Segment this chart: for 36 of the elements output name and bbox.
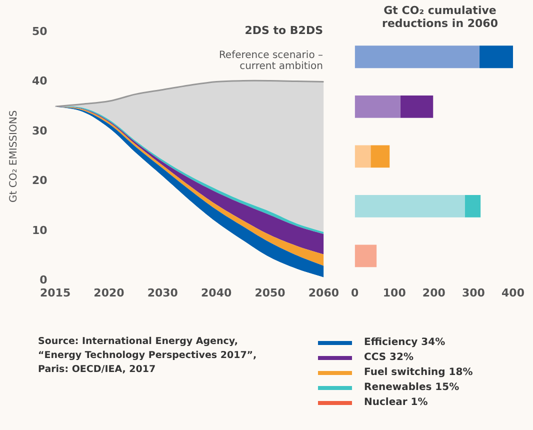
x-tick-label: 2015 [40,286,71,300]
x-tick-label: 0 [351,286,359,300]
y-tick-label: 30 [32,124,48,138]
y-tick-label: 40 [32,74,48,88]
x-tick-label: 2030 [147,286,178,300]
x-tick-label: 300 [462,286,486,300]
annotation: Reference scenario – current ambition [218,50,323,72]
x-tick-label: 100 [382,286,406,300]
bar [400,95,434,118]
bar [354,244,377,268]
source-note: Source: International Energy Agency, “Energy Technology Perspectives 2017”, Paris: OECD/IEA, 2017 [38,335,258,377]
bar [354,194,465,218]
bar [354,46,480,68]
bar [354,145,371,168]
bar [370,145,390,168]
bar [464,194,481,218]
legend-label: Nuclear 1% [364,397,428,408]
legend-label: CCS 32% [364,352,414,363]
chart-title: Gt CO₂ cumulative reductions in 2060 [381,4,499,30]
x-tick-label: 200 [422,286,446,300]
y-tick-label: 20 [32,174,48,188]
legend-label: Efficiency 34% [364,337,446,348]
x-tick-label: 2050 [254,286,286,300]
x-tick-label: 400 [502,286,525,300]
x-tick-label: 2040 [201,286,232,300]
y-axis-title: Gt CO₂ EMISSIONS [8,110,20,202]
bar [479,46,513,68]
x-tick-label: 2020 [94,286,125,300]
legend-label: Fuel switching 18% [364,367,473,378]
bar [354,95,400,118]
y-tick-label: 50 [32,24,48,38]
chart-title: 2DS to B2DS [244,24,323,37]
y-tick-label: 10 [32,224,48,237]
x-tick-label: 2060 [308,286,340,300]
y-tick-label: 0 [40,274,48,287]
legend-label: Renewables 15% [364,382,460,393]
